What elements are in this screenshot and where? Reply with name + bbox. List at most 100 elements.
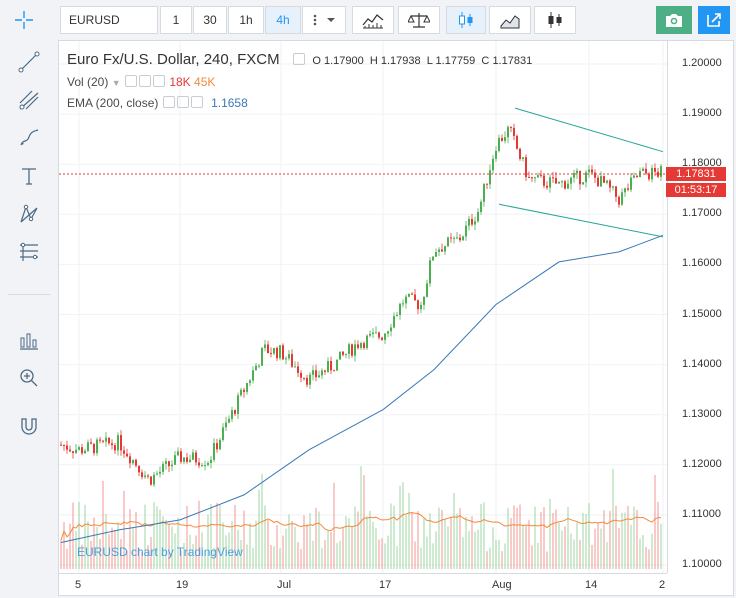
candle-body [228,418,230,423]
area-style-button[interactable] [489,6,531,34]
time-tick: Aug [492,579,512,591]
volume-bar [207,514,209,569]
zoom-icon[interactable] [15,364,43,392]
candle-body [414,294,416,301]
volume-bar [579,539,581,569]
volume-bar [237,529,239,569]
candle-body [552,177,554,179]
magnet-icon[interactable] [15,412,43,440]
candles-icon [459,12,473,28]
candle-body [390,327,392,332]
bars-style-button[interactable] [534,6,576,34]
compare-button[interactable] [398,6,440,34]
settings-icon[interactable] [176,96,189,108]
crosshair-icon[interactable] [4,6,44,34]
candle-body [444,246,446,252]
volume-bar [123,490,125,569]
text-tool-icon[interactable] [15,162,43,190]
candle-body [582,182,584,185]
candle-body [159,471,161,474]
snapshot-button[interactable] [656,6,692,34]
candle-body [213,443,215,460]
candle-body [411,293,413,295]
volume-bar [585,514,587,569]
candle-body [81,447,83,454]
candle-body [363,343,365,348]
candles-style-button[interactable] [446,6,486,34]
indicators-button[interactable] [352,6,394,34]
candle-body [462,236,464,241]
pitchfork-icon[interactable] [15,86,43,114]
volume-bar [69,523,71,569]
close-icon[interactable] [152,75,165,87]
interval-dropdown-button[interactable] [302,6,346,34]
brush-icon[interactable] [15,124,43,152]
ohlc-readout: O 1.17900 H 1.17938 L 1.17759 C 1.17831 [312,55,533,67]
volume-bar [660,523,662,569]
volume-bar [309,513,311,569]
price-axis[interactable]: 1.20000 1.19000 1.18000 1.17000 1.16000 1.150… [667,41,734,573]
pattern-icon[interactable] [15,200,43,228]
candle-body [261,347,263,366]
candle-body [360,343,362,348]
volume-bar [477,529,479,569]
fib-icon[interactable] [15,238,43,266]
ema-value: 1.1658 [211,96,248,110]
settings-icon[interactable] [138,75,151,87]
candle-body [234,410,236,414]
volume-bar [417,510,419,569]
volume-bar [258,489,260,569]
time-tick: 19 [176,579,189,591]
candle-body [531,177,533,179]
symbol-search-input[interactable]: EURUSD [60,6,158,34]
close-icon[interactable] [190,96,203,108]
volume-bar [435,531,437,569]
channel-lower [498,203,664,238]
legend-settings-icon[interactable] [292,53,305,65]
volume-bar [462,537,464,569]
chart-pane[interactable]: Euro Fx/U.S. Dollar, 240, FXCM O 1.17900… [58,40,734,596]
volume-bar [363,475,365,569]
candle-body [339,351,341,360]
ema-label: EMA (200, close) [67,96,159,110]
volume-bar [354,506,356,569]
candle-body [588,169,590,173]
volume-bar [438,507,440,569]
candle-body [357,344,359,348]
measure-icon[interactable] [15,326,43,354]
candle-body [66,445,68,450]
volume-bar [315,507,317,569]
candle-body [141,472,143,477]
volume-bar [414,541,416,569]
candle-body [183,457,185,462]
time-axis[interactable]: 5 19 Jul 17 Aug 14 2 [59,573,667,596]
volume-bar [177,517,179,569]
popout-arrow-icon [707,13,721,27]
eye-icon[interactable] [124,75,137,87]
candle-body [543,175,545,186]
price-tick: 1.15000 [682,307,722,320]
trend-line-icon[interactable] [15,48,43,76]
popout-button[interactable] [698,6,730,34]
volume-bar [93,517,95,569]
volume-bar [264,505,266,569]
vol-label: Vol (20) [67,75,109,89]
candle-body [456,237,458,239]
price-tick: 1.10000 [682,558,722,570]
interval-30-button[interactable]: 30 [193,6,227,34]
volume-bar [618,527,620,569]
candle-body [336,359,338,371]
volume-bar [174,533,176,569]
volume-bar [624,512,626,569]
interval-1-button[interactable]: 1 [160,6,192,34]
interval-4h-button[interactable]: 4h [265,6,301,34]
interval-1h-button[interactable]: 1h [228,6,264,34]
candle-body [270,353,272,355]
price-plot[interactable] [59,41,667,573]
candle-body [126,453,128,457]
eye-icon[interactable] [162,96,175,108]
candle-body [486,183,488,185]
volume-bar [387,535,389,569]
candle-body [591,169,593,173]
volume-bar [540,512,542,569]
